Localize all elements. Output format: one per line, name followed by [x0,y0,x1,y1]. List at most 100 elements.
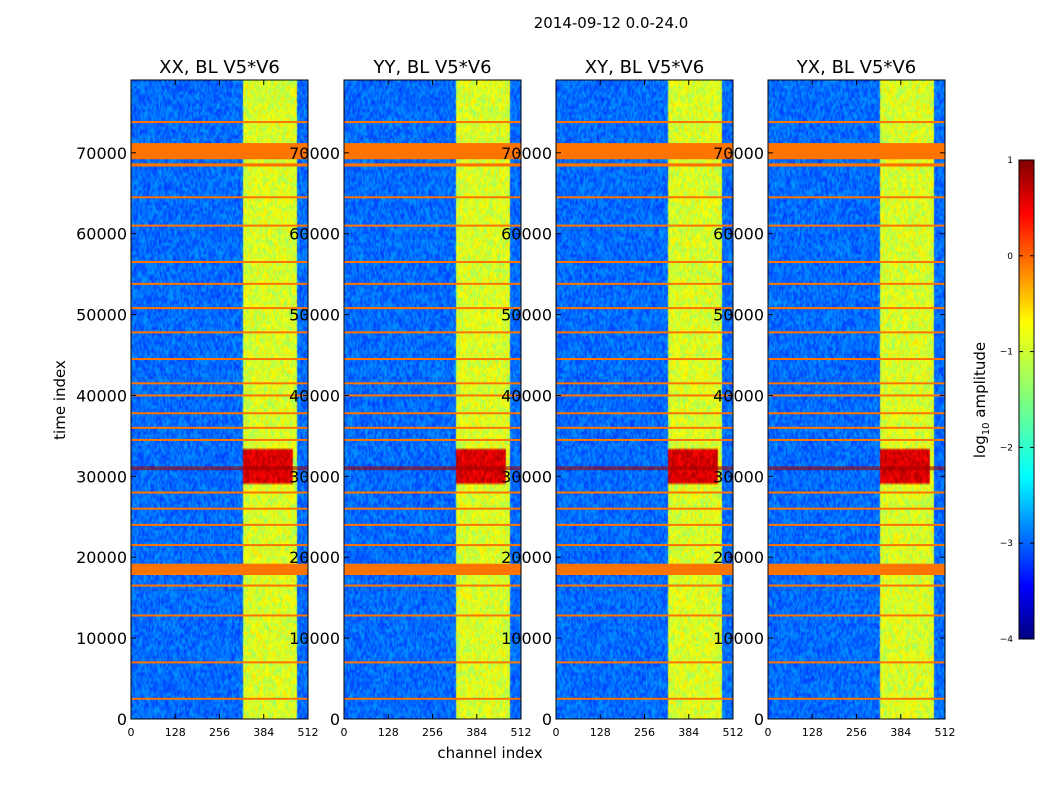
flagged-row-line [131,412,308,415]
flagged-row-line [556,358,733,361]
flagged-row-line [344,282,521,285]
colorbar-gradient [1018,159,1035,640]
flagged-row-line [131,224,308,227]
flagged-row-line [344,196,521,199]
flagged-row-line [556,331,733,334]
flagged-row-line [344,697,521,700]
flagged-row-line [768,438,945,441]
y-tick-label: 50000 [76,306,127,325]
flagged-row-line [556,121,733,124]
flagged-row-line [768,412,945,415]
flagged-row-line [344,507,521,510]
x-tick-label: 128 [590,726,611,739]
y-tick-label: 60000 [76,225,127,244]
colorbar: log10 amplitude 10−1−2−3−4 [971,156,1035,645]
saturated-row-band [344,563,521,576]
flagged-row-line [556,282,733,285]
flagged-row-line [131,358,308,361]
flagged-row-line [131,331,308,334]
flagged-row-line [556,507,733,510]
panels: XX, BL V5*V6 0 10000 20000 30000 40000 50000 60… [76,57,955,739]
saturated-row-band [556,143,733,160]
flagged-row-line [131,382,308,385]
saturated-row-band [131,563,308,576]
x-axis-label: channel index [437,744,542,762]
y-tick-label: 10000 [713,629,764,648]
y-tick-label: 50000 [713,306,764,325]
flagged-row-line [344,614,521,617]
flagged-row-line [344,224,521,227]
flagged-row-line [344,584,521,587]
saturated-row-band [768,143,945,160]
y-tick-label: 10000 [76,629,127,648]
flagged-row-line [344,523,521,526]
flagged-row-line [344,358,521,361]
suptitle: 2014-09-12 0.0-24.0 [534,14,689,32]
flagged-row-line [556,491,733,494]
flagged-row-line [556,426,733,429]
colorbar-tick-label: −4 [1000,635,1014,645]
flagged-row-line [556,697,733,700]
flagged-row-line [556,307,733,310]
flagged-row-line [131,438,308,441]
panel-xy: XY, BL V5*V6 0 10000 20000 30000 40000 50000 60… [501,57,743,739]
y-tick-label: 30000 [713,467,764,486]
flagged-row-line [768,661,945,664]
colorbar-label-rest: amplitude [971,342,989,423]
panel-title: XX, BL V5*V6 [159,57,280,78]
y-tick-label: 0 [117,710,127,729]
y-tick-label: 10000 [289,629,340,648]
y-tick-label: 20000 [289,548,340,567]
y-tick-label: 0 [754,710,764,729]
flagged-row-line [768,224,945,227]
colorbar-tick-label: −2 [1000,443,1013,453]
colorbar-tick-label: 0 [1007,252,1013,262]
hot-row-line [131,466,308,471]
flagged-row-line [131,544,308,547]
y-tick-label: 50000 [501,306,552,325]
flagged-row-line [344,121,521,124]
flagged-row-line [768,331,945,334]
flagged-row-line [344,382,521,385]
flagged-row-line [131,523,308,526]
flagged-row-line [556,224,733,227]
x-tick-label: 256 [634,726,655,739]
y-tick-label: 60000 [501,225,552,244]
colorbar-tick-label: 1 [1007,156,1013,166]
saturated-row-band [556,563,733,576]
flagged-row-line [768,584,945,587]
y-tick-label: 70000 [76,144,127,163]
y-tick-label: 40000 [76,386,127,405]
saturated-row-band [344,163,521,167]
y-tick-label: 60000 [289,225,340,244]
saturated-row-band [556,163,733,167]
panel-title: YY, BL V5*V6 [372,57,491,78]
flagged-row-line [131,614,308,617]
flagged-row-line [131,260,308,263]
flagged-row-line [344,426,521,429]
flagged-row-line [131,584,308,587]
x-tick-label: 256 [209,726,230,739]
x-tick-label: 0 [765,726,772,739]
saturated-row-band [131,143,308,160]
hot-row-line [768,466,945,471]
flagged-row-line [131,661,308,664]
flagged-row-line [556,382,733,385]
y-tick-label: 40000 [501,386,552,405]
x-tick-label: 384 [253,726,274,739]
y-tick-label: 0 [330,710,340,729]
y-tick-label: 70000 [713,144,764,163]
flagged-row-line [768,394,945,397]
x-tick-label: 0 [128,726,135,739]
x-tick-label: 512 [723,726,744,739]
flagged-row-line [131,121,308,124]
flagged-row-line [556,614,733,617]
panel-yy: YY, BL V5*V6 0 10000 20000 30000 40000 50000 60… [289,57,531,739]
flagged-row-line [131,697,308,700]
panel-waterfall-image [556,80,733,719]
y-axis-label: time index [51,360,69,440]
flagged-row-line [131,491,308,494]
y-tick-label: 70000 [289,144,340,163]
colorbar-tick-label: −3 [1000,539,1013,549]
flagged-row-line [768,523,945,526]
